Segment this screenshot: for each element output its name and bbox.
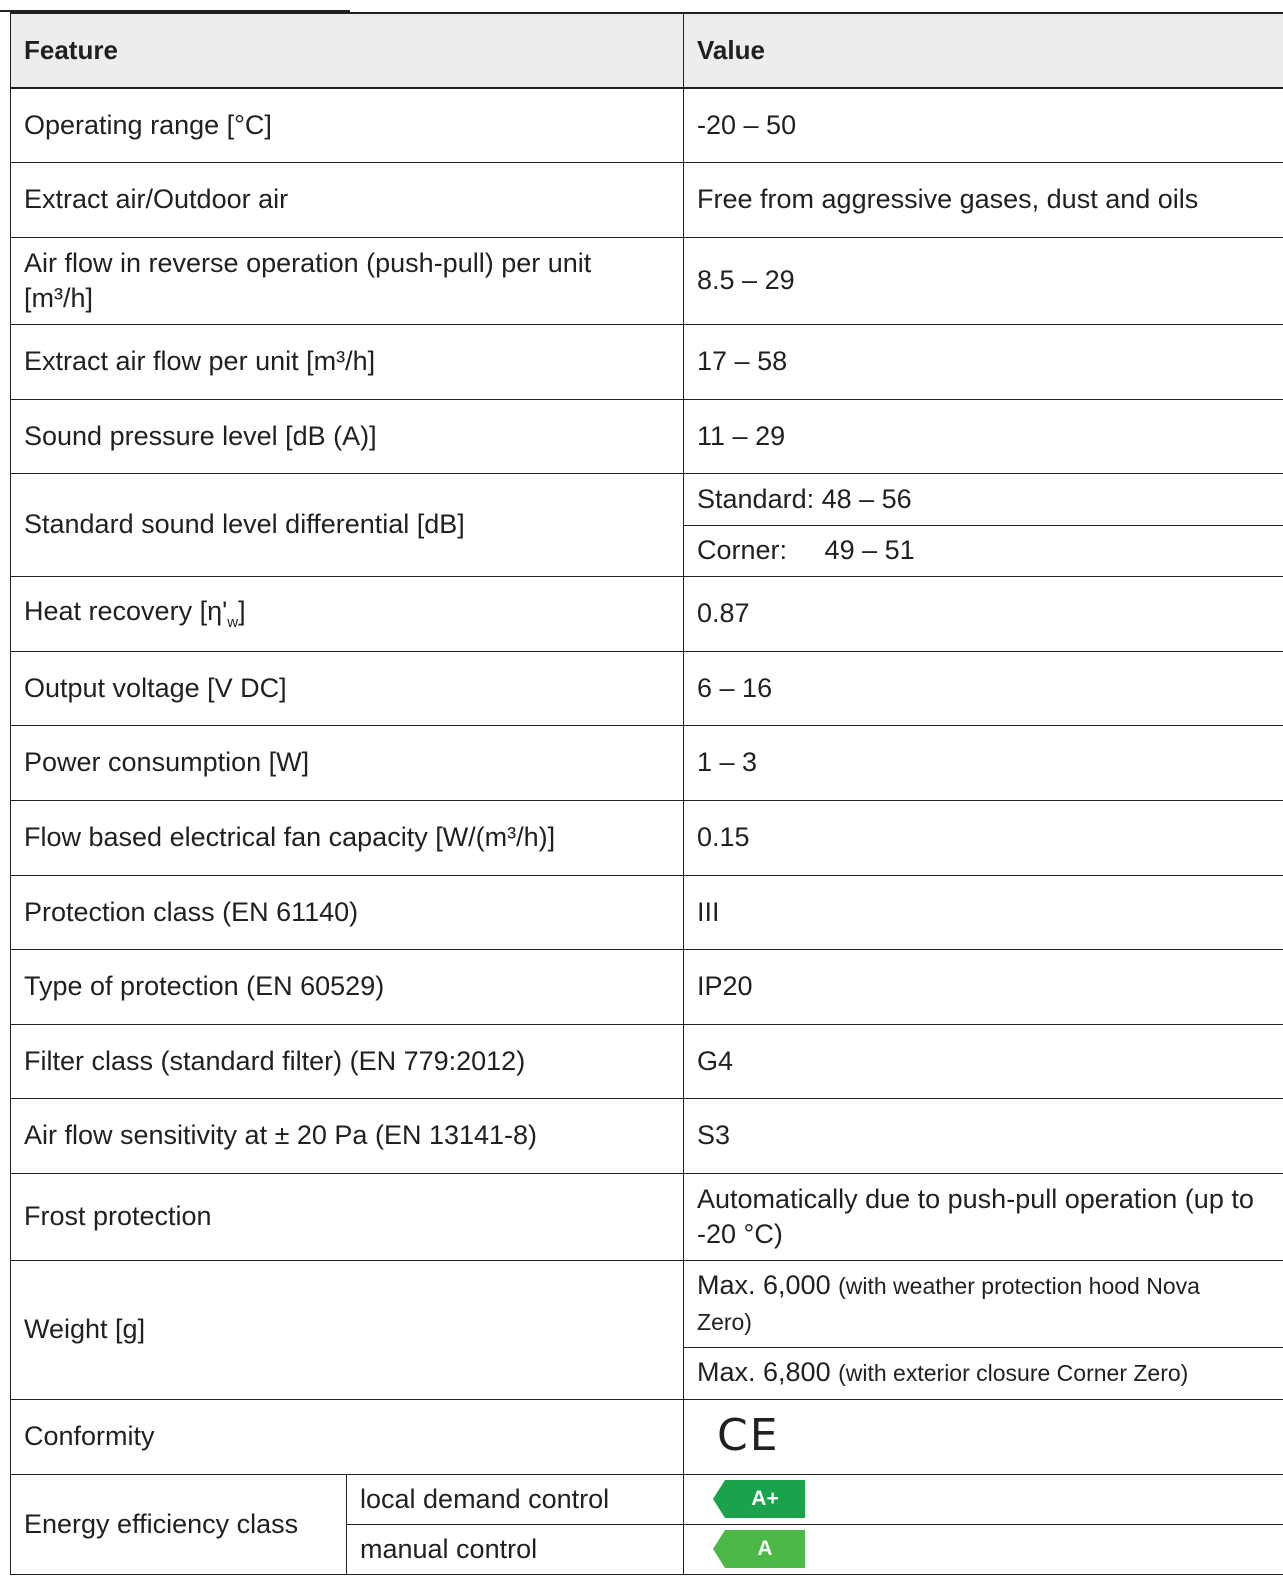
row-label: Sound pressure level [dB (A)] bbox=[9, 398, 685, 474]
row-value: 8.5 – 29 bbox=[683, 236, 1283, 325]
row-sublabel: manual control bbox=[345, 1523, 685, 1575]
row-value: CE bbox=[683, 1398, 1283, 1475]
table-row: Max. 6,800 (with exterior closure Corner… bbox=[11, 1346, 1283, 1400]
top-rule bbox=[0, 10, 350, 12]
row-label: Heat recovery [η'w] bbox=[9, 575, 685, 652]
row-value: Free from aggressive gases, dust and oil… bbox=[683, 161, 1283, 238]
weight-value-main: Max. 6,800 bbox=[697, 1357, 831, 1387]
row-label: Output voltage [V DC] bbox=[9, 650, 685, 726]
row-label: Air flow sensitivity at ± 20 Pa (EN 1314… bbox=[9, 1097, 685, 1174]
row-value: Max. 6,000 (with weather protection hood… bbox=[683, 1259, 1283, 1348]
ce-mark-icon: CE bbox=[717, 1410, 780, 1461]
table-row: Flow based electrical fan capacity [W/(m… bbox=[9, 799, 1283, 876]
row-label: Protection class (EN 61140) bbox=[9, 874, 685, 950]
row-value: A bbox=[683, 1523, 1283, 1575]
row-value: Corner: 49 – 51 bbox=[683, 524, 1283, 577]
row-value: -20 – 50 bbox=[683, 87, 1283, 163]
row-label: Standard sound level differential [dB] bbox=[9, 472, 685, 577]
table-row: Air flow sensitivity at ± 20 Pa (EN 1314… bbox=[9, 1097, 1283, 1174]
heat-label-main: Heat recovery [η' bbox=[24, 596, 228, 626]
row-label: Filter class (standard filter) (EN 779:2… bbox=[9, 1023, 685, 1099]
row-label: Air flow in reverse operation (push-pull… bbox=[9, 236, 685, 325]
table-row: Protection class (EN 61140) III bbox=[9, 874, 1283, 950]
table-row: Power consumption [W] 1 – 3 bbox=[9, 724, 1283, 801]
table-row: Conformity CE bbox=[9, 1398, 1283, 1475]
row-value: 0.15 bbox=[683, 799, 1283, 876]
table-row: Standard sound level differential [dB] S… bbox=[9, 472, 1283, 577]
header-feature: Feature bbox=[9, 12, 685, 89]
weight-value-note: (with exterior closure Corner Zero) bbox=[838, 1360, 1189, 1386]
energy-class-badge: A+ bbox=[713, 1480, 806, 1518]
energy-class-badge: A bbox=[713, 1530, 806, 1568]
row-value: Automatically due to push-pull operation… bbox=[683, 1172, 1283, 1261]
table-row: Output voltage [V DC] 6 – 16 bbox=[9, 650, 1283, 726]
row-value: 17 – 58 bbox=[683, 323, 1283, 400]
row-value: IP20 bbox=[683, 948, 1283, 1025]
header-row: Feature Value bbox=[9, 12, 1283, 89]
row-label: Operating range [°C] bbox=[9, 87, 685, 163]
row-value: 0.87 bbox=[683, 575, 1283, 652]
row-value: III bbox=[683, 874, 1283, 950]
row-label: Extract air flow per unit [m³/h] bbox=[9, 323, 685, 400]
table-row: Filter class (standard filter) (EN 779:2… bbox=[9, 1023, 1283, 1099]
row-value: 11 – 29 bbox=[683, 398, 1283, 474]
table-row: Extract air flow per unit [m³/h] 17 – 58 bbox=[9, 323, 1283, 400]
spec-table: Feature Value Operating range [°C] -20 –… bbox=[9, 12, 1283, 1575]
header-value: Value bbox=[683, 12, 1283, 89]
table-row: Frost protection Automatically due to pu… bbox=[9, 1172, 1283, 1261]
table-row: Heat recovery [η'w] 0.87 bbox=[9, 575, 1283, 652]
table-row: manual control A bbox=[11, 1523, 1283, 1575]
row-label: Flow based electrical fan capacity [W/(m… bbox=[9, 799, 685, 876]
row-sublabel: local demand control bbox=[345, 1473, 685, 1525]
table-row: Air flow in reverse operation (push-pull… bbox=[9, 236, 1283, 325]
row-label: Conformity bbox=[9, 1398, 685, 1475]
table-row: Weight [g] Max. 6,000 (with weather prot… bbox=[9, 1259, 1283, 1400]
row-value: 1 – 3 bbox=[683, 724, 1283, 801]
row-label: Extract air/Outdoor air bbox=[9, 161, 685, 238]
table-row: Operating range [°C] -20 – 50 bbox=[9, 87, 1283, 163]
row-value: 6 – 16 bbox=[683, 650, 1283, 726]
row-value: Max. 6,800 (with exterior closure Corner… bbox=[683, 1346, 1283, 1400]
table-row: Extract air/Outdoor air Free from aggres… bbox=[9, 161, 1283, 238]
row-value: G4 bbox=[683, 1023, 1283, 1099]
row-value: S3 bbox=[683, 1097, 1283, 1174]
row-label: Energy efficiency class bbox=[10, 1473, 347, 1575]
table-row: Energy efficiency class local demand con… bbox=[10, 1473, 1283, 1575]
heat-label-end: ] bbox=[238, 596, 246, 626]
weight-value-main: Max. 6,000 bbox=[697, 1269, 831, 1300]
weight-value-note: (with weather protection hood Nova Zero) bbox=[697, 1272, 1200, 1335]
table-row: Type of protection (EN 60529) IP20 bbox=[9, 948, 1283, 1025]
row-label: Type of protection (EN 60529) bbox=[9, 948, 685, 1025]
row-label: Power consumption [W] bbox=[9, 724, 685, 801]
row-label: Frost protection bbox=[9, 1172, 685, 1261]
table-row: Corner: 49 – 51 bbox=[11, 524, 1283, 577]
row-value: A+ bbox=[683, 1473, 1283, 1525]
row-label: Weight [g] bbox=[9, 1259, 685, 1400]
table-row: Sound pressure level [dB (A)] 11 – 29 bbox=[9, 398, 1283, 474]
row-value: Standard: 48 – 56 bbox=[683, 472, 1283, 526]
heat-label-sub: w bbox=[227, 614, 239, 631]
